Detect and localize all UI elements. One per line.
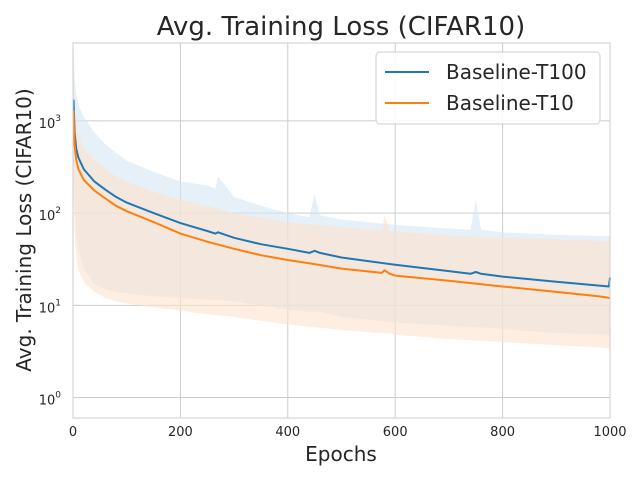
- y-tick-base: 10: [39, 394, 56, 409]
- y-axis-label: Avg. Training Loss (CIFAR10): [12, 88, 36, 371]
- y-tick-exponent: 2: [55, 206, 61, 216]
- x-tick-label: 200: [168, 425, 193, 440]
- x-axis-label: Epochs: [305, 442, 377, 466]
- y-tick-exponent: 1: [55, 298, 61, 308]
- y-tick-label: 100: [39, 391, 62, 409]
- y-tick-label: 103: [39, 114, 61, 132]
- x-tick-label: 0: [69, 425, 77, 440]
- x-tick-label: 1000: [593, 425, 626, 440]
- x-tick-label: 600: [383, 425, 408, 440]
- legend-label-1: Baseline-T100: [446, 60, 587, 84]
- y-tick-exponent: 0: [55, 391, 61, 401]
- y-tick-base: 10: [39, 301, 56, 316]
- x-tick-label: 800: [490, 425, 515, 440]
- legend-label-2: Baseline-T10: [446, 91, 574, 115]
- legend-box: [375, 51, 601, 125]
- series-line-2: [72, 110, 611, 299]
- legend: Baseline-T100 Baseline-T10: [375, 51, 601, 125]
- series-lines: [72, 99, 611, 299]
- y-tick-exponent: 3: [55, 114, 61, 124]
- y-tick-label: 101: [39, 298, 61, 316]
- chart-title: Avg. Training Loss (CIFAR10): [157, 12, 525, 42]
- confidence-bands: [73, 49, 610, 349]
- series-line-1: [72, 99, 611, 288]
- y-tick-label: 102: [39, 206, 61, 224]
- y-tick-base: 10: [39, 117, 56, 132]
- x-tick-label: 400: [275, 425, 300, 440]
- series-band-2: [73, 76, 610, 349]
- x-tick-labels: 0 200 400 600 800 1000: [69, 425, 627, 440]
- y-tick-base: 10: [39, 209, 56, 224]
- plot-frame: [72, 42, 611, 419]
